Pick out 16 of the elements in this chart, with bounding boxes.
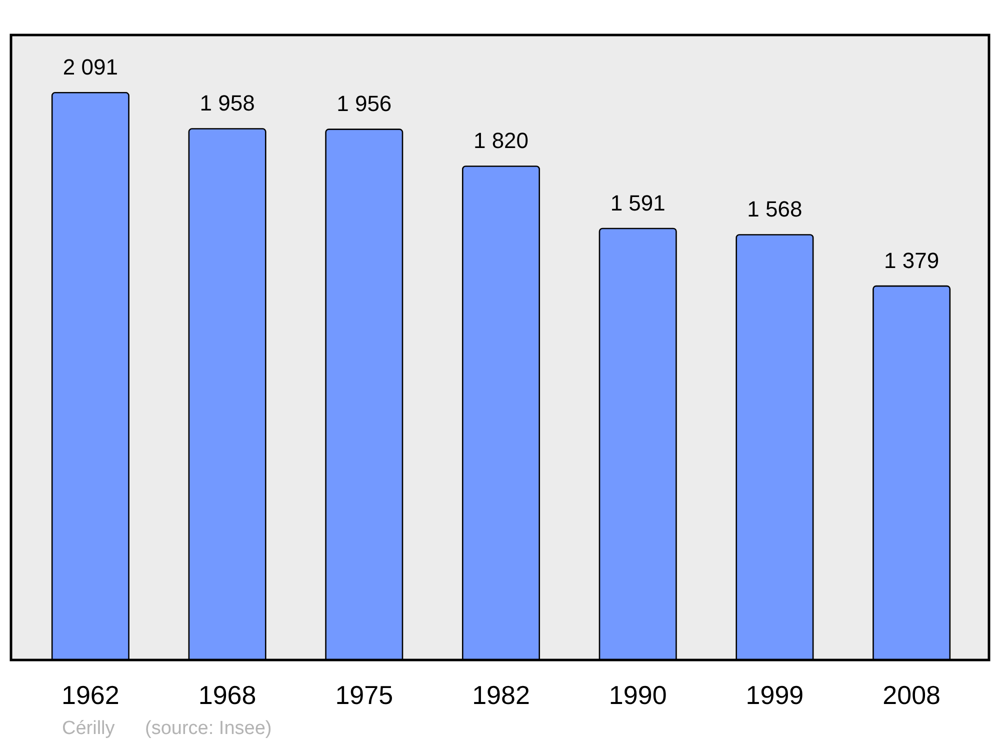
x-tick-label: 1975 <box>335 680 394 710</box>
data-label: 1 956 <box>336 91 392 116</box>
x-tick-label: 1999 <box>746 680 804 710</box>
x-tick-label: 1982 <box>472 680 530 710</box>
text: (source: Insee) <box>145 718 272 739</box>
data-label: 1 568 <box>747 196 802 222</box>
data-label: 1 820 <box>473 128 529 154</box>
data-label: 2 091 <box>62 54 118 80</box>
x-tick-label: 1968 <box>198 680 256 710</box>
data-label: 1 958 <box>200 90 255 116</box>
data-label: 1 379 <box>884 248 940 273</box>
x-tick-label: 1962 <box>62 680 120 710</box>
x-tick-label: 1990 <box>608 680 667 710</box>
text: Cérilly <box>62 718 116 739</box>
data-label: 1 591 <box>610 190 666 216</box>
x-tick-label: 2008 <box>882 680 940 710</box>
